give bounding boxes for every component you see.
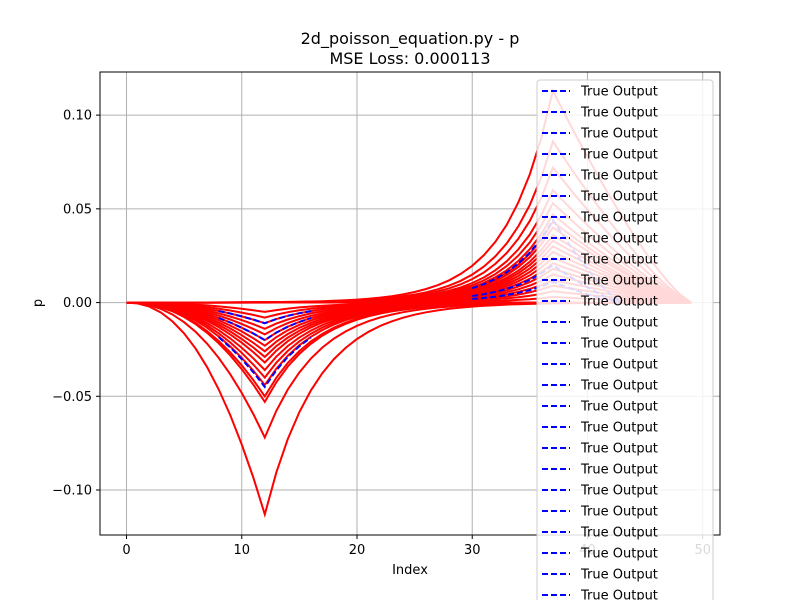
legend-label: True Output — [580, 295, 658, 310]
legend-box — [536, 79, 714, 604]
legend-label: True Output — [580, 421, 658, 436]
y-tick-label: −0.05 — [52, 390, 92, 405]
legend-label: True Output — [580, 589, 658, 601]
legend-label: True Output — [580, 463, 658, 478]
y-tick-label: 0.05 — [63, 202, 92, 217]
true-output-series-line — [218, 336, 312, 389]
legend-label: True Output — [580, 505, 658, 520]
legend-label: True Output — [580, 190, 658, 205]
legend-label: True Output — [580, 484, 658, 499]
y-axis-label: p — [31, 299, 46, 307]
true-output-series-line — [218, 310, 312, 325]
legend-label: True Output — [580, 337, 658, 352]
legend: True Output True Output True Output True Ou… — [536, 79, 714, 604]
legend-label: True Output — [580, 274, 658, 289]
x-tick-label: 20 — [349, 543, 366, 558]
axes-frame — [99, 71, 721, 536]
chart-title: 2d_poisson_equation.py - p — [301, 29, 520, 49]
true-output-series-line — [218, 316, 312, 342]
legend-label: True Output — [580, 169, 658, 184]
legend-label: True Output — [580, 358, 658, 373]
chart-subtitle: MSE Loss: 0.000113 — [329, 49, 490, 68]
legend-label: True Output — [580, 379, 658, 394]
legend-label: True Output — [580, 526, 658, 541]
x-axis-label: Index — [392, 563, 428, 578]
legend-label: True Output — [580, 211, 658, 226]
axis-ticks: 01020304050−0.10−0.050.000.050.10 — [52, 109, 711, 558]
legend-label: True Output — [580, 442, 658, 457]
legend-label: True Output — [580, 148, 658, 163]
legend-label: True Output — [580, 232, 658, 247]
x-tick-label: 0 — [122, 543, 130, 558]
legend-label: True Output — [580, 400, 658, 415]
y-tick-label: 0.00 — [63, 296, 92, 311]
legend-label: True Output — [580, 547, 658, 562]
legend-label: True Output — [580, 127, 658, 142]
x-tick-label: 10 — [233, 543, 250, 558]
y-tick-label: −0.10 — [52, 484, 92, 499]
legend-label: True Output — [580, 85, 658, 100]
y-tick-label: 0.10 — [63, 109, 92, 124]
legend-label: True Output — [580, 568, 658, 583]
x-tick-label: 30 — [464, 543, 481, 558]
legend-label: True Output — [580, 316, 658, 331]
legend-label: True Output — [580, 253, 658, 268]
legend-label: True Output — [580, 106, 658, 121]
